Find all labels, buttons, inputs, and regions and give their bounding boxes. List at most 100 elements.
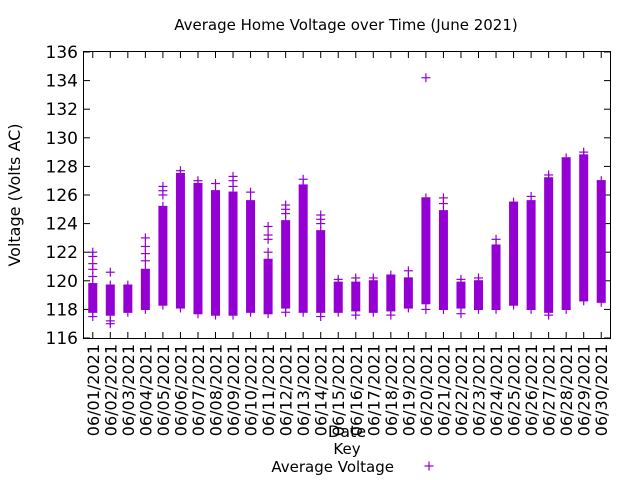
voltage-range-bar xyxy=(438,210,448,310)
voltage-point xyxy=(438,304,448,314)
day-series-25 xyxy=(509,197,519,310)
day-series-20 xyxy=(421,73,431,314)
day-series-29 xyxy=(579,147,589,306)
voltage-point xyxy=(333,307,343,317)
y-axis-label: Voltage (Volts AC) xyxy=(5,123,24,266)
y-tick-label: 132 xyxy=(46,100,78,120)
y-tick-label: 126 xyxy=(46,186,78,206)
voltage-point xyxy=(596,297,606,307)
voltage-point xyxy=(298,174,308,184)
legend-plus-marker xyxy=(424,461,434,471)
voltage-point xyxy=(316,210,326,220)
voltage-point xyxy=(596,176,606,186)
x-tick-label: 06/10/2021 xyxy=(242,344,261,436)
voltage-point xyxy=(175,166,185,176)
y-tick-label: 136 xyxy=(46,43,78,63)
day-series-26 xyxy=(526,191,536,314)
voltage-range-bar xyxy=(491,245,501,310)
voltage-point xyxy=(579,296,589,306)
y-tick-label: 120 xyxy=(46,272,78,292)
day-series-17 xyxy=(368,273,378,317)
day-series-2 xyxy=(105,267,115,329)
voltage-point xyxy=(211,310,220,320)
day-series-12 xyxy=(281,200,291,317)
voltage-point xyxy=(491,234,501,244)
voltage-point xyxy=(140,233,150,243)
voltage-range-bar xyxy=(596,180,606,303)
x-tick-label: 06/30/2021 xyxy=(592,344,611,436)
voltage-point xyxy=(474,273,483,283)
y-tick-label: 124 xyxy=(46,215,78,235)
voltage-point xyxy=(123,280,133,290)
voltage-point xyxy=(579,147,589,157)
voltage-point xyxy=(491,304,501,314)
day-series-1 xyxy=(88,247,98,322)
legend-entry-label: Average Voltage xyxy=(271,458,394,476)
y-tick-label: 130 xyxy=(46,129,78,149)
voltage-range-bar xyxy=(193,183,203,314)
x-tick-label: 06/09/2021 xyxy=(224,344,243,436)
x-tick-label: 06/03/2021 xyxy=(119,344,138,436)
voltage-point xyxy=(456,274,466,284)
x-tick-label: 06/27/2021 xyxy=(540,344,559,436)
voltage-range-bar xyxy=(333,282,343,313)
voltage-point xyxy=(263,247,273,257)
voltage-point xyxy=(403,303,413,313)
y-tick-label: 122 xyxy=(46,243,78,263)
day-series-15 xyxy=(333,274,343,317)
x-tick-label: 06/28/2021 xyxy=(557,344,576,436)
plot-marks xyxy=(88,73,606,329)
voltage-point xyxy=(246,187,256,197)
x-tick-label: 06/19/2021 xyxy=(399,344,418,436)
voltage-point xyxy=(351,310,361,320)
voltage-range-bar xyxy=(211,190,220,316)
voltage-range-bar xyxy=(298,184,308,313)
y-tick-label: 116 xyxy=(46,329,78,349)
voltage-point xyxy=(509,197,519,207)
day-series-23 xyxy=(474,273,483,314)
voltage-range-bar xyxy=(561,157,571,310)
voltage-range-bar xyxy=(579,154,589,301)
day-series-27 xyxy=(544,170,554,320)
day-series-30 xyxy=(596,176,606,307)
voltage-point xyxy=(316,312,326,322)
x-axis-label: Date xyxy=(328,422,366,441)
voltage-point xyxy=(438,193,448,203)
x-tick-label: 06/21/2021 xyxy=(434,344,453,436)
voltage-range-bar xyxy=(386,275,396,311)
voltage-point xyxy=(526,191,536,201)
voltage-point xyxy=(140,304,150,314)
x-tick-label: 06/22/2021 xyxy=(452,344,471,436)
x-tick-label: 06/07/2021 xyxy=(189,344,208,436)
voltage-point xyxy=(561,304,571,314)
y-tick-label: 128 xyxy=(46,157,78,177)
day-series-10 xyxy=(246,187,256,317)
voltage-range-bar xyxy=(105,285,115,316)
voltage-point xyxy=(333,274,343,284)
voltage-range-bar xyxy=(544,177,554,313)
voltage-point xyxy=(509,300,519,310)
x-tick-label: 06/14/2021 xyxy=(312,344,331,436)
day-series-3 xyxy=(123,280,133,317)
voltage-point xyxy=(561,153,571,163)
voltage-range-bar xyxy=(351,282,361,311)
x-axis: 06/01/202106/02/202106/03/202106/04/2021… xyxy=(84,52,611,436)
x-tick-label: 06/15/2021 xyxy=(329,344,348,436)
voltage-range-bar xyxy=(246,200,256,313)
voltage-range-bar xyxy=(140,269,150,310)
day-series-4 xyxy=(140,233,150,314)
day-series-9 xyxy=(228,171,238,320)
legend-marker xyxy=(424,461,434,471)
x-tick-label: 06/17/2021 xyxy=(364,344,383,436)
voltage-range-bar xyxy=(281,220,291,308)
x-tick-label: 06/01/2021 xyxy=(84,344,103,436)
day-series-14 xyxy=(316,210,326,322)
voltage-point xyxy=(158,181,168,191)
x-tick-label: 06/13/2021 xyxy=(294,344,313,436)
voltage-point xyxy=(474,304,483,314)
voltage-point xyxy=(544,170,554,180)
x-tick-label: 06/05/2021 xyxy=(154,344,173,436)
voltage-range-bar xyxy=(123,285,133,313)
voltage-point xyxy=(281,307,291,317)
voltage-range-bar xyxy=(403,277,413,308)
